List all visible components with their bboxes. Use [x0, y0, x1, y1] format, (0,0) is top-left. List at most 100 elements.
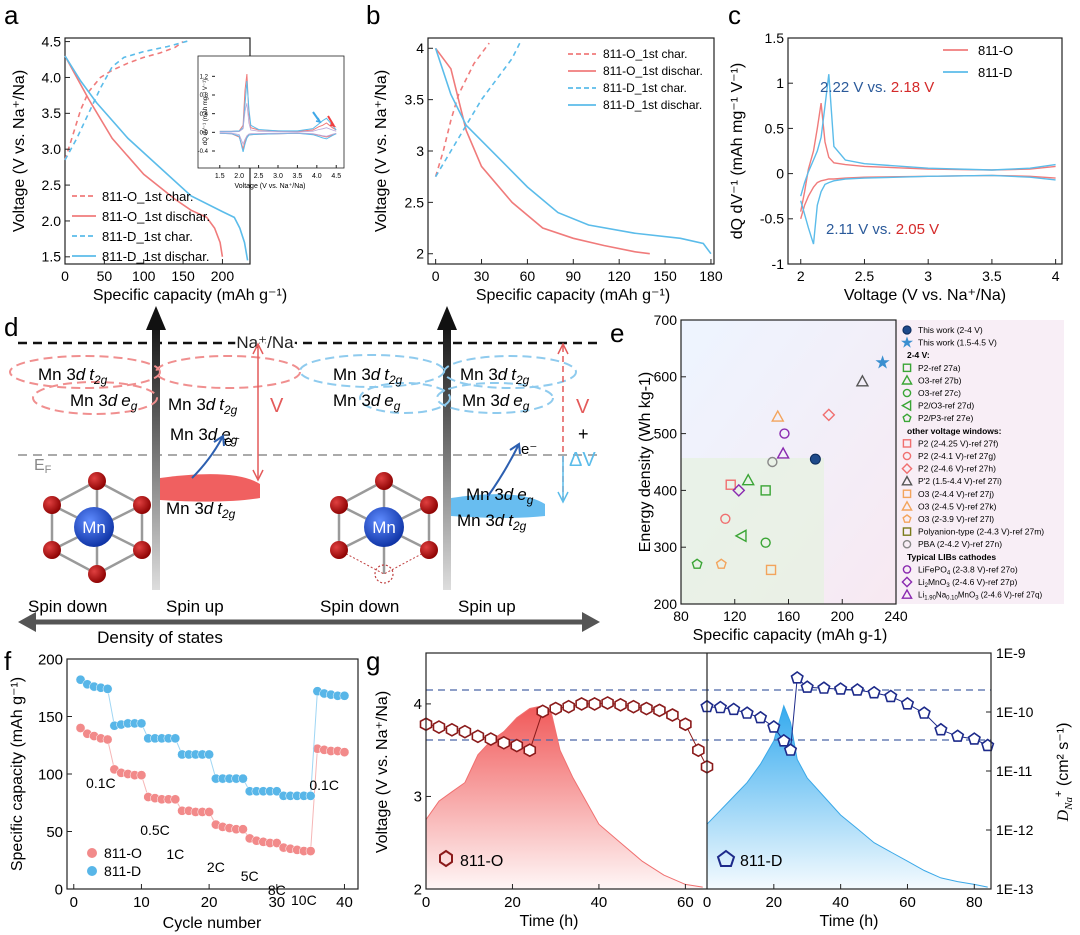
- legend-label: P2 (2-4.25 V)-ref 27f): [918, 438, 998, 448]
- orbital-t2g-up-left: [155, 355, 301, 389]
- series-line-811-O-char: [434, 42, 490, 177]
- orbital-subscript: g: [523, 399, 530, 413]
- y-tick-label: 200: [654, 596, 678, 612]
- data-point-811-D: [339, 690, 350, 701]
- data-point-811-D: [305, 791, 316, 801]
- oxygen-atom: [420, 541, 438, 559]
- x-ticks-c: 2 2.5 3 3.5 4: [797, 259, 1060, 284]
- x-tick-label: 2.5: [855, 268, 875, 284]
- data-point: [734, 529, 747, 543]
- x-tick-label: 2.5: [254, 173, 264, 180]
- x-ticks-e: 80 120 160 200 240: [673, 599, 908, 624]
- diffusion-point-811-D: [777, 733, 791, 747]
- orbital-subscript: 2g: [512, 519, 527, 533]
- legend-label: O3 (2-4.4 V)-ref 27j): [918, 489, 994, 499]
- x-tick-label: 80: [673, 608, 689, 624]
- oxygen-atom: [330, 496, 348, 514]
- x-tick-label: 20: [201, 894, 218, 911]
- x-axis-label-c: Voltage (V vs. Na⁺/Na): [844, 287, 1006, 304]
- inset-arrow-blue-head: [315, 117, 322, 124]
- panel-e: e 80 120 160 200 240 200 300 400 500 600 700 Spec…: [610, 312, 1064, 644]
- data-point: [767, 456, 778, 468]
- dos-axis-left-arrow: [18, 612, 36, 632]
- orbital-symbol: t: [89, 365, 95, 384]
- legend-label: 811-O: [104, 845, 142, 861]
- diffusion-point-811-D: [833, 682, 848, 695]
- t: (2-4.6 V)-ref 27p): [950, 577, 1018, 587]
- electron-arrow-right-head: [509, 442, 521, 455]
- data-point-811-D: [271, 786, 282, 797]
- x-tick-label: 60: [899, 894, 916, 911]
- y-tick-label: -0.5: [760, 211, 784, 227]
- electron-arrow-left: [191, 437, 223, 479]
- legend-label: 811-D_1st dischar.: [603, 98, 702, 112]
- orbital-d: d: [204, 499, 214, 518]
- diffusion-point-811-O: [653, 703, 666, 718]
- panel-label-c: c: [728, 0, 741, 30]
- delta-v-label: ΔV: [569, 449, 596, 471]
- series-line-811-D-dischar: [64, 55, 249, 261]
- t: Li: [918, 591, 924, 600]
- inset-a: 1.5 2.0 2.5 3.0 3.5 4.0 4.5 -0.4 0.0 0.4 0.8 1.2 V…: [197, 55, 345, 190]
- label-t2g-spin-down: Mn 3d t2g: [38, 365, 108, 387]
- legend-marker: [902, 565, 912, 574]
- legend-marker: [902, 363, 912, 373]
- panel-a: a 0 50 100 150 200 1.5 2.0 2.5 3.0 3.5 4.0 4.5 Spe…: [4, 0, 345, 304]
- rate-label: 10C: [291, 892, 317, 908]
- legend-marker: [901, 374, 913, 385]
- inset-line-cycle: [219, 103, 337, 133]
- inset-frame-a: [197, 55, 345, 169]
- orbital-prefix: Mn 3: [462, 391, 500, 410]
- legend-label: P2 (2-4.6 V)-ref 27h): [918, 464, 996, 474]
- spin-up-right: Spin up: [458, 597, 516, 616]
- rate-label: 0.1C: [86, 775, 116, 791]
- label-eg-spin-down: Mn 3d eg: [333, 391, 401, 413]
- legend-b: 811-O_1st char. 811-O_1st dischar. 811-D_1…: [568, 47, 703, 112]
- orbital-symbol: e: [513, 391, 522, 410]
- orbital-subscript: 2g: [223, 403, 238, 417]
- dqdv-line-811-O: [800, 102, 1056, 212]
- data-point-811-O: [75, 723, 86, 733]
- diffusion-point-811-O: [562, 699, 575, 714]
- data-point-811-O: [170, 794, 181, 805]
- orbital-d: d: [495, 511, 505, 530]
- dos-axis-right: [443, 320, 451, 590]
- x-tick-label: 80: [966, 894, 983, 911]
- orbital-d: d: [206, 395, 216, 414]
- panel-label-g: g: [366, 646, 380, 676]
- inset-y-ticks-a: -0.4 0.0 0.4 0.8 1.2: [198, 74, 215, 155]
- orbital-d: d: [500, 391, 510, 410]
- data-point: [725, 479, 736, 490]
- data-point-811-D: [204, 749, 214, 760]
- orbital-symbol: t: [508, 511, 514, 530]
- legend-marker: [902, 439, 912, 448]
- ann-top-vs: vs.: [863, 79, 891, 96]
- legend-label: O3 (2-4.5 V)-ref 27k): [918, 501, 997, 511]
- label-t2g-occupied: Mn 3d t2g: [166, 499, 236, 521]
- legend-text-811-O: 811-O: [460, 853, 503, 870]
- orbital-t2g-up-right: [443, 355, 577, 389]
- diffusion-point-811-O: [432, 720, 446, 734]
- legend-label: P2/O3-ref 27d): [918, 401, 974, 411]
- legend-marker: [902, 489, 912, 499]
- oxygen-atom: [43, 541, 61, 559]
- data-point: [855, 374, 870, 387]
- inset-line-811-D: [219, 132, 337, 153]
- x-tick-label: 40: [591, 894, 608, 911]
- y-tick-label: 600: [654, 369, 678, 385]
- y2-label-sub: Na: [1063, 797, 1075, 811]
- sub: 1.90: [924, 596, 936, 602]
- ann-bot-o-value: 2.05 V: [896, 221, 939, 238]
- x-ticks-b: 0 30 60 90 120 150 180: [432, 259, 723, 284]
- data-point: [776, 446, 790, 459]
- panel-c: c 2 2.5 3 3.5 4 -1 -0.5 0 0.5 1 1.5 Voltage (V vs…: [728, 0, 1063, 304]
- diffusion-point-811-D: [900, 696, 915, 710]
- diffusion-point-811-D: [884, 689, 898, 703]
- legend-label: 811-D_1st char.: [102, 229, 193, 244]
- oxygen-atom: [330, 541, 348, 559]
- legend-marker: [902, 539, 912, 549]
- diffusion-point-811-O: [692, 743, 705, 758]
- legend-heading: Typical LIBs cathodes: [907, 552, 996, 562]
- ann-bot-d-value: 2.11 V: [826, 221, 868, 238]
